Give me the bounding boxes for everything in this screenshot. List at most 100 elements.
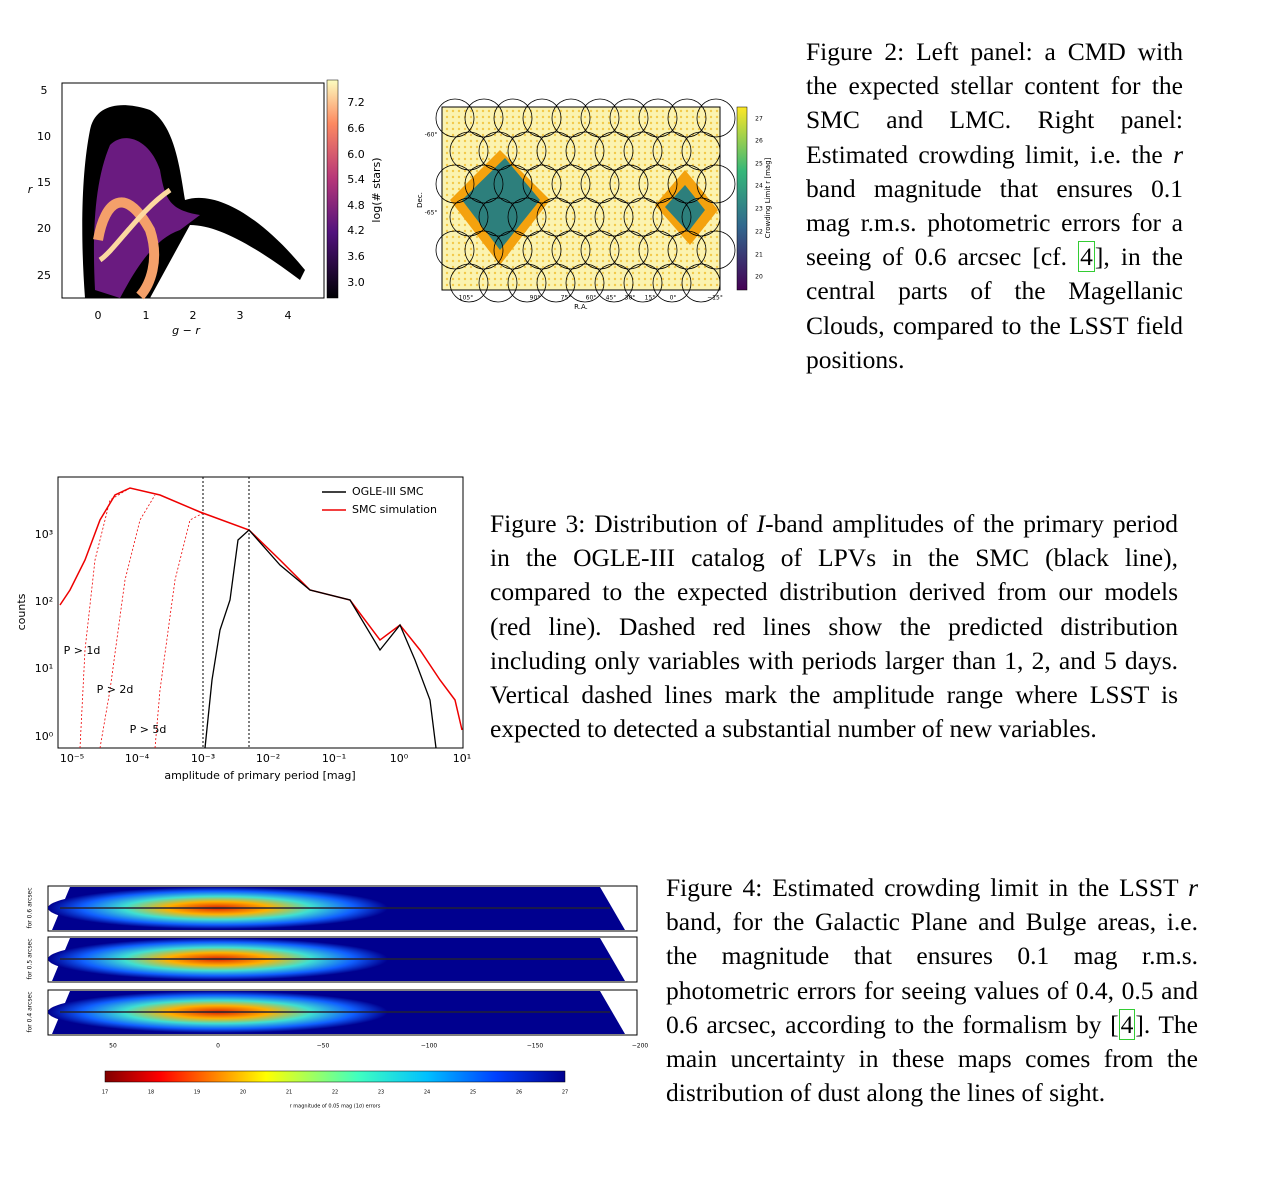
- tick-label: 27: [755, 116, 763, 123]
- field-circle: [464, 164, 504, 204]
- axis-label: counts: [15, 593, 28, 630]
- tick-label: 22: [332, 1090, 338, 1096]
- tick-label: 10⁻⁴: [125, 752, 150, 765]
- tick-label: 26: [755, 138, 763, 145]
- tick-label: 0°: [670, 295, 677, 302]
- caption: Figure 4: Estimated crowding limit in th…: [666, 871, 1198, 1110]
- annotation: P > 5d: [130, 723, 167, 736]
- field-circle: [667, 230, 707, 270]
- caption-text: ]. The main uncertainty in these maps co…: [666, 1009, 1198, 1108]
- field-circle: [478, 197, 518, 237]
- field-circle: [536, 263, 576, 303]
- tick-label: -60°: [425, 132, 438, 139]
- field-circle: [696, 98, 736, 138]
- field-circle: [696, 230, 736, 270]
- period-line: [79, 487, 131, 749]
- tick-label: 5.4: [347, 173, 365, 186]
- axis-label: R.A.: [574, 303, 588, 311]
- citation[interactable]: 4: [1118, 1008, 1136, 1040]
- caption: Figure 3: Distribution of I-band amplitu…: [490, 507, 1178, 746]
- field-circle: [536, 197, 576, 237]
- tick-label: 10³: [35, 528, 53, 541]
- field-circle: [449, 263, 489, 303]
- field-circle: [507, 131, 547, 171]
- tick-label: 21: [755, 252, 763, 259]
- citation[interactable]: 4: [1078, 241, 1095, 273]
- tick-label: 15°: [645, 295, 656, 302]
- field-circle: [435, 164, 475, 204]
- field-circle: [507, 197, 547, 237]
- field-circle: [638, 164, 678, 204]
- tick-label: 24: [755, 183, 763, 190]
- field-circle: [667, 98, 707, 138]
- tick-label: 10: [37, 130, 51, 143]
- tick-label: 25: [37, 269, 51, 282]
- tick-label: 0: [95, 309, 102, 322]
- axis-label: r magnitude of 0.05 mag (1σ) errors: [290, 1104, 381, 1110]
- tick-label: 0: [216, 1043, 220, 1050]
- field-circle: [623, 197, 663, 237]
- field-circle: [580, 164, 620, 204]
- field-circle: [522, 98, 562, 138]
- row-label: for 0.6 arcsec: [27, 887, 34, 928]
- field-circle: [522, 230, 562, 270]
- tick-label: 17: [102, 1090, 108, 1096]
- caption-text: Figure 3: Distribution of: [490, 509, 757, 538]
- field-circle: [478, 263, 518, 303]
- tick-label: 10⁰: [390, 752, 409, 765]
- tick-label: 4: [285, 309, 292, 322]
- colorbar: [736, 106, 748, 291]
- tick-label: 4.8: [347, 199, 365, 212]
- tick-label: 75°: [561, 295, 572, 302]
- field-circle: [609, 98, 649, 138]
- tick-label: 26: [516, 1090, 522, 1096]
- histogram-axes: [57, 476, 464, 749]
- caption: Figure 2: Left panel: a CMD with the exp…: [806, 35, 1183, 377]
- tick-label: 6.6: [347, 122, 365, 135]
- field-circle: [551, 230, 591, 270]
- tick-label: 20: [37, 222, 51, 235]
- tick-label: 20: [240, 1090, 246, 1096]
- field-circle: [536, 131, 576, 171]
- axis-label: log(# stars): [370, 157, 383, 222]
- tick-label: −15°: [707, 295, 723, 302]
- caption-text: r: [1173, 139, 1183, 169]
- caption-text: band, for the Galactic Plane and Bulge a…: [666, 907, 1198, 1039]
- tick-label: 18: [148, 1090, 154, 1096]
- field-circle: [565, 197, 605, 237]
- field-circle: [681, 131, 721, 171]
- field-circle: [696, 164, 736, 204]
- tick-label: −50: [317, 1043, 330, 1050]
- colorbar: [326, 79, 339, 299]
- caption-text: -band amplitudes of the primary period i…: [490, 509, 1178, 744]
- tick-label: 10⁻⁵: [60, 752, 84, 765]
- field-circle: [594, 197, 634, 237]
- field-circle: [507, 263, 547, 303]
- tick-label: 60°: [586, 295, 597, 302]
- field-circle: [493, 98, 533, 138]
- tick-label: 22: [755, 229, 763, 236]
- caption-text: Figure 2: Left panel: a CMD with the exp…: [806, 37, 1183, 169]
- axis-label: Dec.: [416, 192, 424, 208]
- field-circle: [449, 131, 489, 171]
- tick-label: 23: [378, 1090, 384, 1096]
- field-circle: [594, 263, 634, 303]
- field-circles: [435, 98, 736, 303]
- caption-text: Figure 4: Estimated crowding limit in th…: [666, 873, 1189, 902]
- annotation: P > 2d: [97, 683, 134, 696]
- field-circle: [565, 263, 605, 303]
- tick-label: 10⁻¹: [322, 752, 346, 765]
- tick-label: 90°: [530, 295, 541, 302]
- field-circle: [609, 164, 649, 204]
- tick-label: 24: [424, 1090, 430, 1096]
- tick-label: 105°: [459, 295, 473, 302]
- axis-label: r: [28, 183, 34, 196]
- field-circle: [522, 164, 562, 204]
- tick-label: 10⁻³: [191, 752, 215, 765]
- tick-label: 50: [109, 1043, 117, 1050]
- legend-entry: OGLE-III SMC: [352, 485, 424, 498]
- tick-label: −100: [421, 1043, 438, 1050]
